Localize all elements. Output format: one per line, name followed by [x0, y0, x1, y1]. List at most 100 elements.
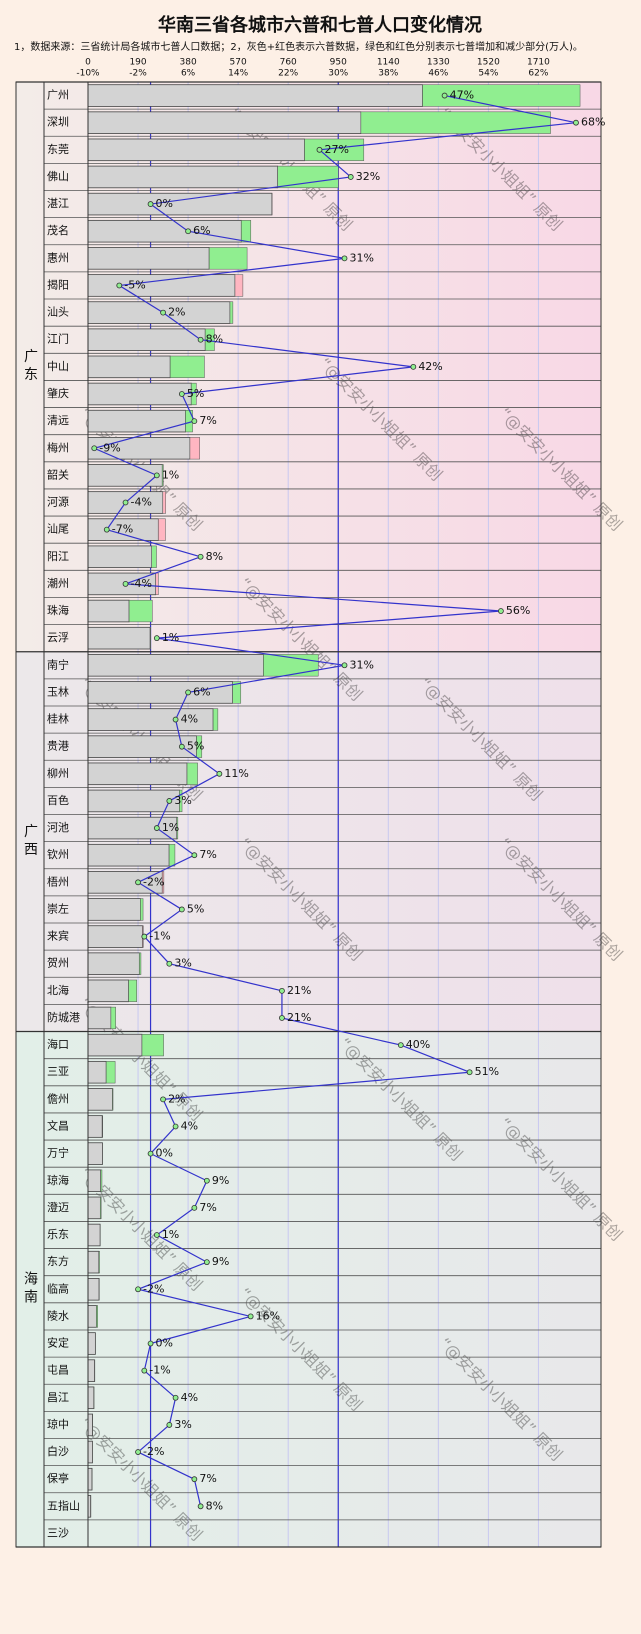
x-tick-label: 190 [129, 58, 146, 68]
bar-base [87, 219, 242, 243]
data-label: -5% [124, 278, 145, 291]
bar-base [87, 1196, 101, 1220]
category-label: 百色 [47, 793, 69, 807]
growth-marker [172, 1123, 179, 1130]
category-label: 钦州 [47, 848, 69, 861]
category-label: 湛江 [47, 197, 69, 210]
growth-marker [147, 1340, 154, 1347]
bar-decrease [162, 871, 165, 894]
growth-marker [178, 743, 185, 750]
data-label: 9% [212, 1174, 229, 1187]
data-label: 9% [212, 1255, 229, 1268]
growth-marker [160, 309, 166, 316]
growth-marker [341, 662, 348, 669]
bar-base [87, 681, 234, 704]
data-label: 4% [181, 1119, 198, 1132]
growth-marker [498, 608, 504, 614]
bar-base [87, 1088, 113, 1111]
category-label: 东方 [47, 1254, 69, 1268]
category-label: 玉林 [47, 684, 69, 698]
growth-marker [197, 1503, 204, 1510]
growth-marker [178, 391, 185, 397]
data-label: 56% [506, 604, 530, 617]
bar-base [87, 545, 153, 569]
category-label: 乐东 [47, 1228, 69, 1241]
category-label: 江门 [47, 332, 69, 346]
category-label: 梅州 [47, 440, 69, 454]
data-label: 1% [162, 1228, 179, 1241]
data-label: 6% [193, 685, 210, 698]
data-label: 31% [350, 658, 374, 671]
bar-base [87, 1278, 100, 1301]
bar-increase [149, 627, 151, 650]
category-label: 汕头 [47, 306, 69, 319]
data-label: 68% [581, 116, 605, 129]
category-label: 儋州 [47, 1092, 69, 1105]
category-label: 河源 [47, 495, 69, 509]
data-label: -1% [149, 930, 170, 943]
x2-tick-label: 14% [228, 69, 248, 79]
growth-marker [216, 770, 223, 777]
category-label: 南宁 [47, 657, 69, 671]
bar-base [87, 165, 279, 189]
bar-base [87, 247, 210, 270]
data-label: 1% [162, 821, 179, 834]
data-label: 7% [199, 848, 216, 861]
data-label: -2% [143, 875, 164, 888]
category-label: 白沙 [47, 1444, 69, 1458]
category-label: 清远 [47, 414, 69, 427]
category-label: 琼海 [47, 1173, 69, 1187]
category-label: 汕尾 [47, 523, 69, 536]
data-label: 4% [181, 713, 198, 726]
growth-marker [135, 1286, 141, 1293]
bar-base [87, 382, 192, 406]
group-label: 广东 [22, 349, 38, 385]
bar-base [87, 1142, 103, 1165]
bar-increase [98, 1251, 100, 1274]
bar-increase [100, 1196, 102, 1219]
data-label: -2% [143, 1445, 164, 1458]
data-label: -4% [131, 496, 152, 509]
bar-increase [110, 1006, 116, 1030]
category-label: 贵港 [47, 740, 69, 753]
bar-increase [105, 1061, 116, 1084]
data-label: 7% [199, 414, 216, 427]
x-tick-label: 950 [330, 58, 347, 68]
category-label: 来宾 [47, 929, 69, 943]
bar-decrease [189, 437, 200, 460]
data-label: 7% [199, 1201, 216, 1214]
category-label: 阳江 [47, 550, 69, 563]
data-label: 31% [350, 251, 374, 264]
x2-tick-label: 46% [428, 69, 448, 79]
bar-base [87, 1386, 95, 1410]
growth-marker [347, 174, 354, 180]
bar-increase [151, 545, 157, 568]
category-label: 东莞 [47, 143, 69, 156]
data-label: 8% [206, 1499, 223, 1512]
growth-marker [441, 92, 448, 99]
growth-marker [172, 716, 179, 723]
category-label: 广州 [47, 89, 69, 102]
growth-marker [247, 1313, 254, 1320]
growth-marker [279, 987, 285, 994]
bar-base [87, 1223, 101, 1247]
bar-decrease [158, 518, 166, 541]
data-label: 3% [174, 794, 191, 807]
growth-marker [116, 282, 123, 289]
growth-marker [279, 1015, 285, 1021]
growth-marker [341, 255, 348, 262]
data-label: 7% [199, 1472, 216, 1485]
x2-tick-label: -2% [129, 69, 147, 79]
category-label: 海口 [47, 1037, 69, 1051]
bar-base [87, 192, 273, 216]
bar-increase [168, 844, 176, 867]
growth-marker [397, 1042, 404, 1049]
growth-marker [178, 906, 185, 913]
category-label: 北海 [47, 983, 69, 997]
bar-base [87, 599, 130, 623]
bar-base [87, 328, 206, 351]
bar-decrease [162, 491, 166, 514]
bar-increase [186, 762, 198, 785]
growth-marker [203, 1177, 210, 1184]
category-label: 屯昌 [47, 1364, 69, 1377]
